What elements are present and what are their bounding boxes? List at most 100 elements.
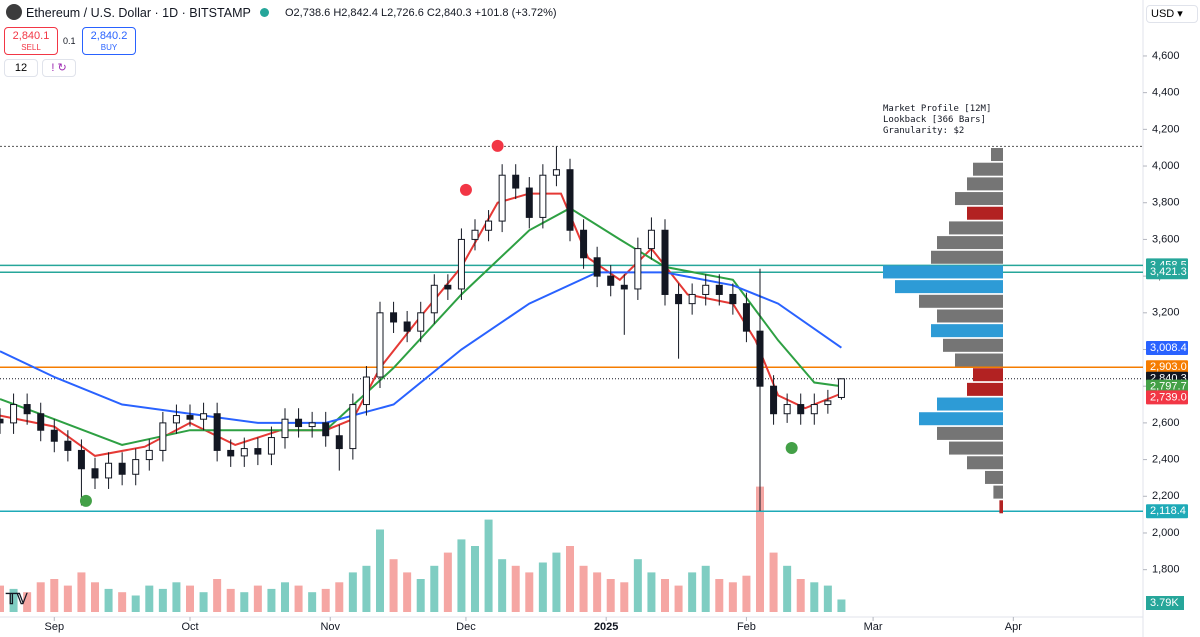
price-label: 2,118.4 [1150,505,1186,517]
price-label: 3,008.4 [1150,342,1187,354]
candle-body [634,248,642,290]
status-dot [260,8,269,17]
candle-body [688,293,696,305]
volume-bar [131,595,140,612]
alerts-button[interactable]: ! ↻ [42,59,76,77]
candle-body [132,459,140,475]
profile-bar [949,441,1003,455]
volume-bar [606,579,615,612]
candle-body [742,303,750,332]
volume-bar [104,588,113,612]
currency-select[interactable]: USD ▾ [1146,5,1198,23]
volume-bar [308,592,317,612]
candle-body [837,378,845,398]
profile-bar [937,426,1003,440]
price-label-bg [1146,340,1188,355]
volume-bar [77,572,86,612]
volume-bar [36,582,45,612]
y-tick-label: 3,600 [1152,233,1180,245]
profile-bar [919,412,1003,426]
candle-body [661,229,669,295]
y-tick-label: 3,800 [1152,197,1180,209]
candle-body [675,293,683,305]
volume-bar [226,588,235,612]
price-label: 2,739.0 [1150,391,1187,403]
candle-body [498,174,506,222]
profile-bar [943,338,1003,352]
profile-bar [931,250,1003,264]
candle-body [362,376,370,406]
count-text: 12 [14,62,28,74]
candle-body [349,404,357,450]
candle-body [322,422,330,437]
volume-bar [471,546,479,612]
buy-button[interactable]: 2,840.2 BUY [82,27,136,55]
volume-bar [756,486,764,612]
volume-bar [742,575,751,612]
price-label-bg [1146,379,1188,394]
volume-bar [403,572,412,612]
candle-body [471,229,479,240]
candle-body [77,449,85,470]
volume-bar [498,559,507,612]
volume-bar [213,579,222,612]
candle-body [417,312,425,332]
candle-body [702,284,710,295]
profile-bar [937,397,1003,411]
profile-bar [955,353,1003,367]
volume-label: 3.79K [1150,597,1179,609]
volume-bar [9,588,18,612]
profile-bar [955,192,1003,206]
candle-body [240,448,248,457]
candle-body [512,174,520,189]
profile-bar [993,485,1003,499]
volume-bar [0,585,4,612]
volume-bar [783,565,792,612]
volume-bar [389,559,398,612]
sell-button[interactable]: 2,840.1 SELL [4,27,58,55]
candle-body [580,229,588,259]
volume-bar [661,579,669,612]
candle-body [23,404,31,415]
candle-body [50,429,58,442]
currency: USD [1151,8,1175,20]
candle-body [295,418,303,428]
candle-body [267,437,275,455]
profile-bar [967,206,1003,220]
candle-body [444,284,452,290]
profile-bar [967,456,1003,470]
signal-marker [491,139,504,152]
volume-bar [281,582,289,612]
candle-body [539,174,547,218]
volume-bar [199,592,208,612]
candle-body [403,321,411,332]
price-label-bg [1146,265,1188,280]
profile-bar [937,236,1003,250]
volume-bar [348,572,357,612]
signal-marker [79,494,92,507]
volume-bar [566,546,574,612]
y-tick-label: 4,600 [1152,50,1180,62]
candle-body [552,169,560,176]
candle-body [37,413,45,431]
indicator-count[interactable]: 12 [4,59,38,77]
profile-bar [883,265,1003,279]
candle-body [756,330,764,387]
moving-average [0,207,842,446]
x-tick-label: Apr [1005,621,1022,633]
y-tick-label: 4,400 [1152,87,1180,99]
signal-marker [459,183,472,196]
volume-bar [376,529,384,612]
volume-bar [796,579,805,612]
volume-bar [321,588,330,612]
profile-legend: Market Profile [12M] Lookback [366 Bars]… [883,104,991,137]
candle-body [485,220,493,231]
profile-line: Granularity: $2 [883,126,965,136]
candle-body [335,435,343,450]
volume-bar [593,572,602,612]
price-label-bg [1146,390,1188,405]
candle-body [797,404,805,415]
spread: 0.1 [63,36,76,46]
volume-bar [145,585,154,612]
volume-bar [91,582,99,612]
